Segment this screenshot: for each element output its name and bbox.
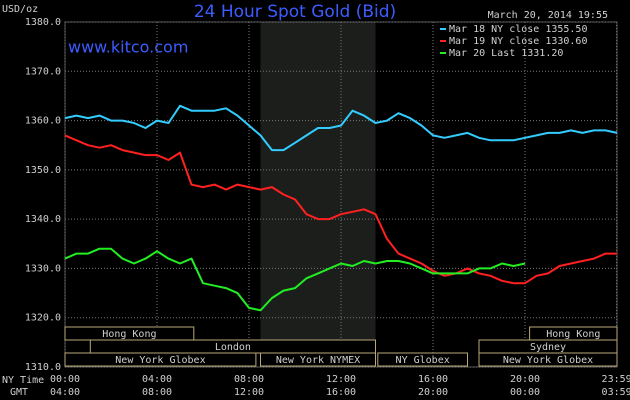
session-label: Hong Kong (102, 329, 156, 340)
x-tick-label: 00:00 (50, 374, 80, 385)
x-tick-label: 20:00 (510, 374, 540, 385)
session-label: New York Globex (503, 355, 593, 366)
y-tick-label: 1380.0 (25, 17, 61, 28)
session-box (260, 352, 376, 367)
y-tick-label: 1360.0 (25, 116, 61, 127)
x-tick-label: 23:59 (602, 374, 630, 385)
y-tick-label: 1330.0 (25, 263, 61, 274)
watermark: www.kitco.com (68, 38, 188, 57)
x2-tick-label: 08:00 (142, 387, 172, 398)
legend-label: Mar 19 NY close 1330.60 (449, 36, 587, 47)
x-tick-label: 08:00 (234, 374, 264, 385)
x2-row-label: GMT (10, 387, 28, 398)
timestamp: March 20, 2014 19:55 (488, 10, 608, 21)
legend-label: Mar 18 NY close 1355.50 (449, 24, 587, 35)
session-box (478, 352, 618, 367)
series-line (64, 134, 617, 285)
x2-tick-label: 00:00 (510, 387, 540, 398)
y-tick-label: 1370.0 (25, 66, 61, 77)
x-tick-label: 04:00 (142, 374, 172, 385)
y-tick-label: 1320.0 (25, 313, 61, 324)
session-label: New York Globex (115, 355, 205, 366)
highlight-band (260, 22, 376, 367)
x2-tick-label: 12:00 (234, 387, 264, 398)
x2-tick-label: 20:00 (418, 387, 448, 398)
session-label: New York NYMEX (276, 355, 360, 366)
x-tick-label: 16:00 (418, 374, 448, 385)
session-label: NY Globex (396, 355, 450, 366)
x2-tick-label: 04:00 (50, 387, 80, 398)
x2-tick-label: 16:00 (326, 387, 356, 398)
series-line (64, 104, 618, 152)
legend-label: Mar 20 Last 1331.20 (449, 48, 563, 59)
y-tick-label: 1340.0 (25, 214, 61, 225)
session-box (64, 352, 257, 367)
session-box (377, 352, 468, 367)
x-row-label: NY Time (2, 375, 44, 386)
y-tick-label: 1310.0 (25, 362, 61, 373)
session-label: Sydney (530, 342, 566, 353)
chart-title: 24 Hour Spot Gold (Bid) (194, 2, 396, 22)
x-tick-label: 12:00 (326, 374, 356, 385)
session-label: London (215, 342, 251, 353)
series-line (64, 247, 526, 312)
session-label: Hong Kong (546, 329, 600, 340)
x2-tick-label: 03:59 (602, 387, 630, 398)
y-tick-label: 1350.0 (25, 165, 61, 176)
y-unit: USD/oz (2, 4, 38, 15)
